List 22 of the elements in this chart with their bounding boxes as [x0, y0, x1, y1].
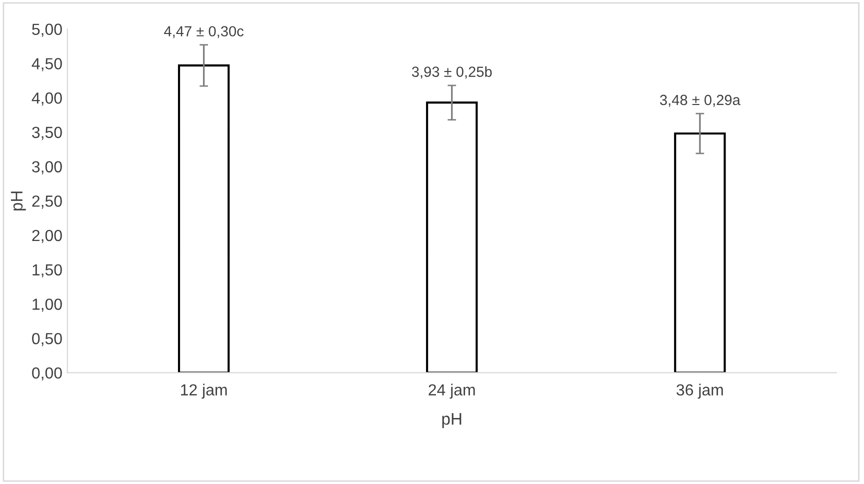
y-tick-label: 1,00 [32, 298, 62, 312]
y-tick-label: 4,50 [32, 58, 62, 72]
y-tick-label: 2,50 [32, 195, 62, 209]
x-tick-label: 12 jam [181, 384, 227, 399]
bar [426, 102, 478, 373]
y-tick-label: 1,50 [32, 264, 62, 278]
data-label: 3,93 ± 0,25b [412, 66, 492, 79]
x-tick-label: 36 jam [676, 384, 723, 399]
bar [674, 132, 726, 373]
x-axis-title: pH [442, 413, 462, 428]
y-tick-label: 3,50 [32, 126, 62, 140]
y-tick-label: 0,00 [32, 367, 62, 381]
x-tick-label: 24 jam [428, 384, 475, 399]
y-tick-label: 0,50 [32, 332, 62, 346]
y-tick-label: 3,00 [32, 161, 62, 174]
data-label: 3,48 ± 0,29a [660, 94, 740, 107]
y-axis-title: pH [10, 192, 26, 210]
y-tick-label: 4,00 [32, 92, 62, 106]
bar [178, 64, 230, 373]
y-tick-label: 5,00 [32, 24, 62, 37]
data-label: 4,47 ± 0,30c [164, 26, 244, 38]
y-tick-label: 2,00 [32, 230, 62, 244]
